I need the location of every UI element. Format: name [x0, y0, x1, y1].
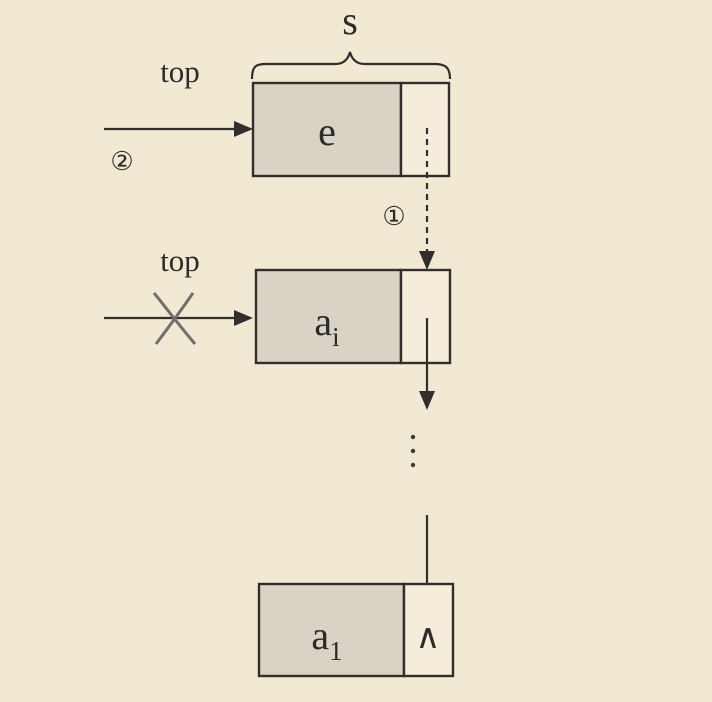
node-ai-data-text: a [314, 299, 332, 344]
node-ai-label: ai [314, 299, 339, 352]
node-ai: ai [254, 268, 452, 365]
label-top-old: top [160, 243, 200, 278]
label-step2: ② [110, 147, 133, 176]
vertical-ellipsis [410, 434, 416, 468]
null-pointer-symbol: ∧ [416, 619, 441, 656]
top-new-arrow [104, 121, 253, 137]
node-e-data-text: e [318, 109, 336, 154]
ai-next-arrow [419, 318, 435, 410]
cross-mark [152, 292, 197, 345]
node-a1-label: a1 [311, 613, 342, 666]
label-step1: ① [382, 202, 405, 231]
label-s: s [342, 0, 358, 43]
label-top-new: top [160, 54, 200, 89]
node-a1-subscript: 1 [329, 636, 343, 666]
node-e-data-field [251, 81, 403, 178]
step1-dashed-arrow [419, 128, 435, 270]
node-e-next-field [399, 81, 451, 178]
node-ai-next-field [399, 268, 452, 365]
node-ai-data-field [254, 268, 403, 365]
top-old-arrow [104, 310, 253, 326]
node-a1-data-text: a [311, 613, 329, 658]
node-a1: a1 ∧ [257, 582, 455, 678]
node-e: e [251, 81, 451, 178]
node-ai-subscript: i [332, 322, 340, 352]
node-a1-next-field [402, 582, 455, 678]
brace-s [250, 51, 452, 80]
